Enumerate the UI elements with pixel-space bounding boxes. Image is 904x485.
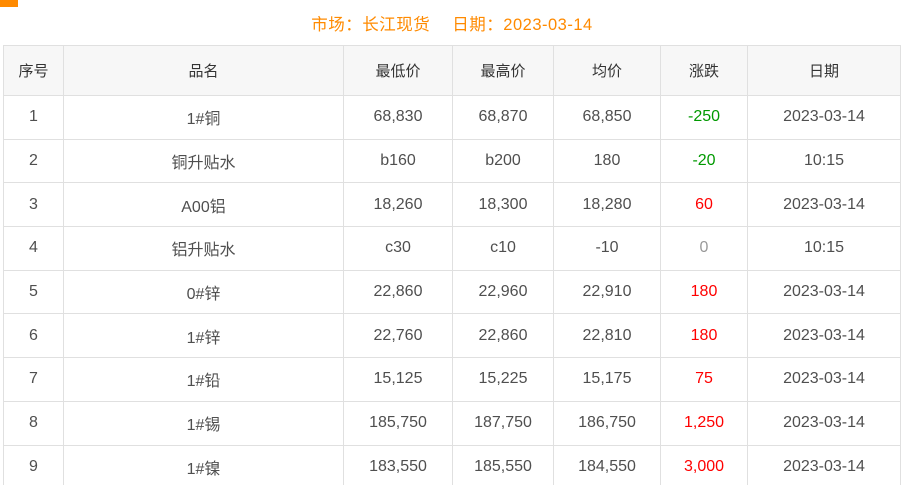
column-header-name: 品名 bbox=[63, 45, 344, 96]
table-row: 8 1#锡 185,750 187,750 186,750 1,250 2023… bbox=[3, 400, 901, 446]
cell-high: c10 bbox=[452, 226, 554, 271]
cell-avg: -10 bbox=[553, 226, 661, 271]
cell-low: c30 bbox=[343, 226, 453, 271]
table-row: 4 铝升贴水 c30 c10 -10 0 10:15 bbox=[3, 226, 901, 271]
column-header-low: 最低价 bbox=[343, 45, 453, 96]
cell-date: 10:15 bbox=[747, 138, 901, 184]
table-row: 3 A00铝 18,260 18,300 18,280 60 2023-03-1… bbox=[3, 182, 901, 228]
cell-date: 10:15 bbox=[747, 226, 901, 271]
cell-index: 1 bbox=[3, 95, 64, 140]
cell-change: 75 bbox=[660, 357, 748, 402]
cell-high: b200 bbox=[452, 138, 554, 184]
cell-low: 22,760 bbox=[343, 313, 453, 359]
price-table: 序号 品名 最低价 最高价 均价 涨跌 日期 1 1#铜 68,830 68,8… bbox=[3, 45, 901, 485]
cell-avg: 15,175 bbox=[553, 357, 661, 402]
cell-date: 2023-03-14 bbox=[747, 95, 901, 140]
table-row: 2 铜升贴水 b160 b200 180 -20 10:15 bbox=[3, 138, 901, 184]
column-header-change: 涨跌 bbox=[660, 45, 748, 96]
cell-change: 1,250 bbox=[660, 400, 748, 446]
column-header-date: 日期 bbox=[747, 45, 901, 96]
cell-change: 180 bbox=[660, 269, 748, 315]
cell-high: 68,870 bbox=[452, 95, 554, 140]
cell-avg: 180 bbox=[553, 138, 661, 184]
cell-low: 183,550 bbox=[343, 444, 453, 485]
cell-avg: 22,810 bbox=[553, 313, 661, 359]
cell-avg: 18,280 bbox=[553, 182, 661, 228]
cell-index: 8 bbox=[3, 400, 64, 446]
cell-high: 185,550 bbox=[452, 444, 554, 485]
cell-name: A00铝 bbox=[63, 182, 344, 228]
cell-name: 1#铜 bbox=[63, 95, 344, 140]
cell-change: 180 bbox=[660, 313, 748, 359]
cell-change: 3,000 bbox=[660, 444, 748, 485]
cell-name: 铝升贴水 bbox=[63, 226, 344, 271]
column-header-index: 序号 bbox=[3, 45, 64, 96]
cell-index: 5 bbox=[3, 269, 64, 315]
price-table-header: 序号 品名 最低价 最高价 均价 涨跌 日期 bbox=[3, 45, 901, 96]
cell-high: 22,960 bbox=[452, 269, 554, 315]
cell-date: 2023-03-14 bbox=[747, 444, 901, 485]
cell-name: 铜升贴水 bbox=[63, 138, 344, 184]
cell-high: 22,860 bbox=[452, 313, 554, 359]
header-row: 序号 品名 最低价 最高价 均价 涨跌 日期 bbox=[3, 45, 901, 96]
cell-low: b160 bbox=[343, 138, 453, 184]
cell-change: -250 bbox=[660, 95, 748, 140]
cell-index: 3 bbox=[3, 182, 64, 228]
cell-low: 18,260 bbox=[343, 182, 453, 228]
cell-avg: 186,750 bbox=[553, 400, 661, 446]
cell-change: 60 bbox=[660, 182, 748, 228]
cell-index: 6 bbox=[3, 313, 64, 359]
cell-change: -20 bbox=[660, 138, 748, 184]
table-row: 5 0#锌 22,860 22,960 22,910 180 2023-03-1… bbox=[3, 269, 901, 315]
page-title: 市场：长江现货 日期：2023-03-14 bbox=[0, 0, 904, 45]
cell-avg: 184,550 bbox=[553, 444, 661, 485]
cell-date: 2023-03-14 bbox=[747, 313, 901, 359]
cell-name: 0#锌 bbox=[63, 269, 344, 315]
cell-name: 1#铅 bbox=[63, 357, 344, 402]
cell-date: 2023-03-14 bbox=[747, 357, 901, 402]
cell-date: 2023-03-14 bbox=[747, 182, 901, 228]
table-row: 6 1#锌 22,760 22,860 22,810 180 2023-03-1… bbox=[3, 313, 901, 359]
price-table-body: 1 1#铜 68,830 68,870 68,850 -250 2023-03-… bbox=[3, 95, 901, 485]
corner-accent-mark bbox=[0, 0, 18, 7]
cell-low: 15,125 bbox=[343, 357, 453, 402]
column-header-avg: 均价 bbox=[553, 45, 661, 96]
cell-change: 0 bbox=[660, 226, 748, 271]
cell-low: 68,830 bbox=[343, 95, 453, 140]
cell-date: 2023-03-14 bbox=[747, 400, 901, 446]
cell-name: 1#锌 bbox=[63, 313, 344, 359]
cell-index: 2 bbox=[3, 138, 64, 184]
cell-date: 2023-03-14 bbox=[747, 269, 901, 315]
column-header-high: 最高价 bbox=[452, 45, 554, 96]
table-row: 7 1#铅 15,125 15,225 15,175 75 2023-03-14 bbox=[3, 357, 901, 402]
cell-high: 15,225 bbox=[452, 357, 554, 402]
cell-name: 1#镍 bbox=[63, 444, 344, 485]
date-title-text: 日期：2023-03-14 bbox=[452, 15, 593, 34]
cell-high: 187,750 bbox=[452, 400, 554, 446]
cell-name: 1#锡 bbox=[63, 400, 344, 446]
cell-low: 185,750 bbox=[343, 400, 453, 446]
cell-avg: 22,910 bbox=[553, 269, 661, 315]
cell-index: 7 bbox=[3, 357, 64, 402]
market-title-text: 市场：长江现货 bbox=[311, 15, 431, 34]
cell-avg: 68,850 bbox=[553, 95, 661, 140]
table-row: 1 1#铜 68,830 68,870 68,850 -250 2023-03-… bbox=[3, 95, 901, 140]
cell-index: 9 bbox=[3, 444, 64, 485]
table-row: 9 1#镍 183,550 185,550 184,550 3,000 2023… bbox=[3, 444, 901, 485]
cell-index: 4 bbox=[3, 226, 64, 271]
cell-low: 22,860 bbox=[343, 269, 453, 315]
cell-high: 18,300 bbox=[452, 182, 554, 228]
